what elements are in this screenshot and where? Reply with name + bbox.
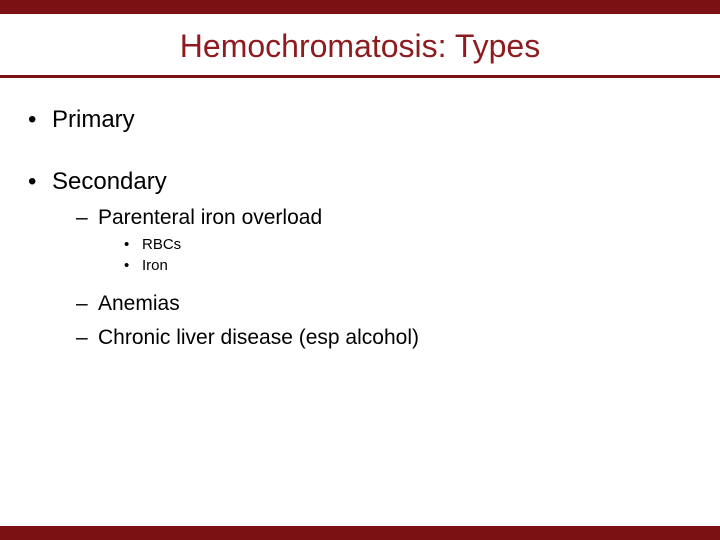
- sub-iron: • Iron: [124, 257, 692, 274]
- sub-liver: – Chronic liver disease (esp alcohol): [76, 326, 692, 350]
- sub-anemias: – Anemias: [76, 292, 692, 316]
- bullet-dot-icon: •: [28, 168, 52, 196]
- bullet-secondary: • Secondary: [28, 168, 692, 196]
- top-accent-bar: [0, 0, 720, 14]
- bullet-dot-icon: •: [28, 106, 52, 134]
- bullet-dot-icon: •: [124, 257, 142, 274]
- bullet-secondary-text: Secondary: [52, 168, 167, 196]
- dash-icon: –: [76, 326, 98, 350]
- slide-body: • Primary • Secondary – Parenteral iron …: [0, 78, 720, 350]
- sub-parenteral: – Parenteral iron overload: [76, 206, 692, 230]
- secondary-subitems: – Parenteral iron overload • RBCs • Iron…: [28, 206, 692, 350]
- title-container: Hemochromatosis: Types: [0, 14, 720, 75]
- bullet-dot-icon: •: [124, 236, 142, 253]
- dash-icon: –: [76, 206, 98, 230]
- slide-title: Hemochromatosis: Types: [0, 28, 720, 65]
- sub-parenteral-text: Parenteral iron overload: [98, 206, 322, 230]
- bullet-primary-text: Primary: [52, 106, 135, 134]
- sub-rbcs: • RBCs: [124, 236, 692, 253]
- sub-liver-text: Chronic liver disease (esp alcohol): [98, 326, 419, 350]
- sub-anemias-text: Anemias: [98, 292, 180, 316]
- dash-icon: –: [76, 292, 98, 316]
- bottom-accent-bar: [0, 526, 720, 540]
- sub-rbcs-text: RBCs: [142, 236, 181, 253]
- sub-iron-text: Iron: [142, 257, 168, 274]
- bullet-primary: • Primary: [28, 106, 692, 134]
